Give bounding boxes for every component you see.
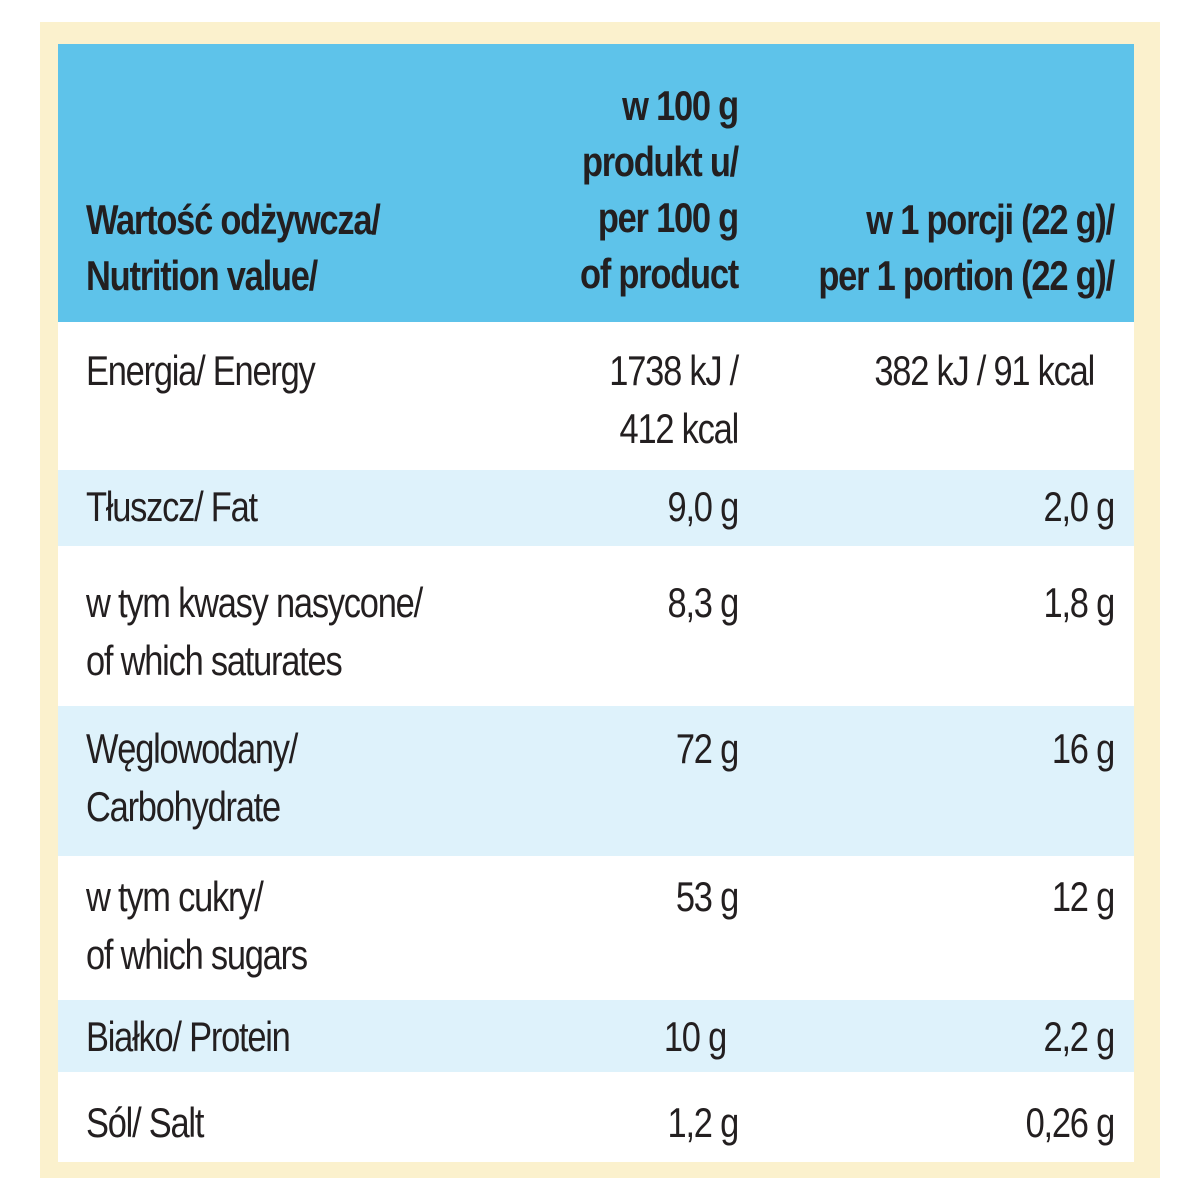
per-portion-value: 382 kJ / 91 kcal xyxy=(874,347,1095,394)
nutrient-name: Energia/ Energy xyxy=(86,347,316,394)
table-row: Tłuszcz/ Fat 9,0 g 2,0 g xyxy=(58,470,1134,546)
per-100g-value: 1,2 g xyxy=(667,1099,740,1146)
per-100g-value: 10 g xyxy=(663,1013,727,1060)
per-100g-value: 9,0 g xyxy=(667,483,740,530)
nutrient-name: w tym cukry/ of which sugars xyxy=(86,873,308,978)
header-per-100g: w 100 g produkt u/ per 100 g of product xyxy=(580,82,739,297)
per-100g-value: 8,3 g xyxy=(667,579,740,626)
table-row: w tym kwasy nasycone/ of which saturates… xyxy=(58,546,1134,706)
table-row: w tym cukry/ of which sugars 53 g 12 g xyxy=(58,856,1134,1000)
per-100g-value: 53 g xyxy=(675,873,739,920)
per-portion-value: 1,8 g xyxy=(1043,579,1116,626)
nutrient-name: w tym kwasy nasycone/ of which saturates xyxy=(86,579,423,684)
per-portion-value: 16 g xyxy=(1051,725,1115,772)
per-portion-value: 0,26 g xyxy=(1025,1099,1116,1146)
per-portion-value: 2,0 g xyxy=(1043,483,1116,530)
per-portion-value: 12 g xyxy=(1051,873,1115,920)
per-portion-value: 2,2 g xyxy=(1043,1013,1116,1060)
nutrition-table: Wartość odżywcza/ Nutrition value/ w 100… xyxy=(58,44,1134,1162)
nutrient-name: Tłuszcz/ Fat xyxy=(86,483,258,530)
table-row: Sól/ Salt 1,2 g 0,26 g xyxy=(58,1072,1134,1162)
table-row: Energia/ Energy 1738 kJ / 412 kcal 382 k… xyxy=(58,322,1134,470)
nutrient-name: Sól/ Salt xyxy=(86,1099,204,1146)
header-per-portion: w 1 porcji (22 g)/ per 1 portion (22 g)/ xyxy=(818,196,1115,299)
per-100g-value: 72 g xyxy=(675,725,739,772)
nutrient-name: Białko/ Protein xyxy=(86,1013,291,1060)
per-100g-value: 1738 kJ / 412 kcal xyxy=(609,347,739,452)
nutrient-name: Węglowodany/ Carbohydrate xyxy=(86,725,298,830)
table-row: Węglowodany/ Carbohydrate 72 g 16 g xyxy=(58,706,1134,856)
header-nutrition-value: Wartość odżywcza/ Nutrition value/ xyxy=(86,196,381,299)
table-row: Białko/ Protein 10 g 2,2 g xyxy=(58,1000,1134,1072)
table-header: Wartość odżywcza/ Nutrition value/ w 100… xyxy=(58,44,1134,322)
